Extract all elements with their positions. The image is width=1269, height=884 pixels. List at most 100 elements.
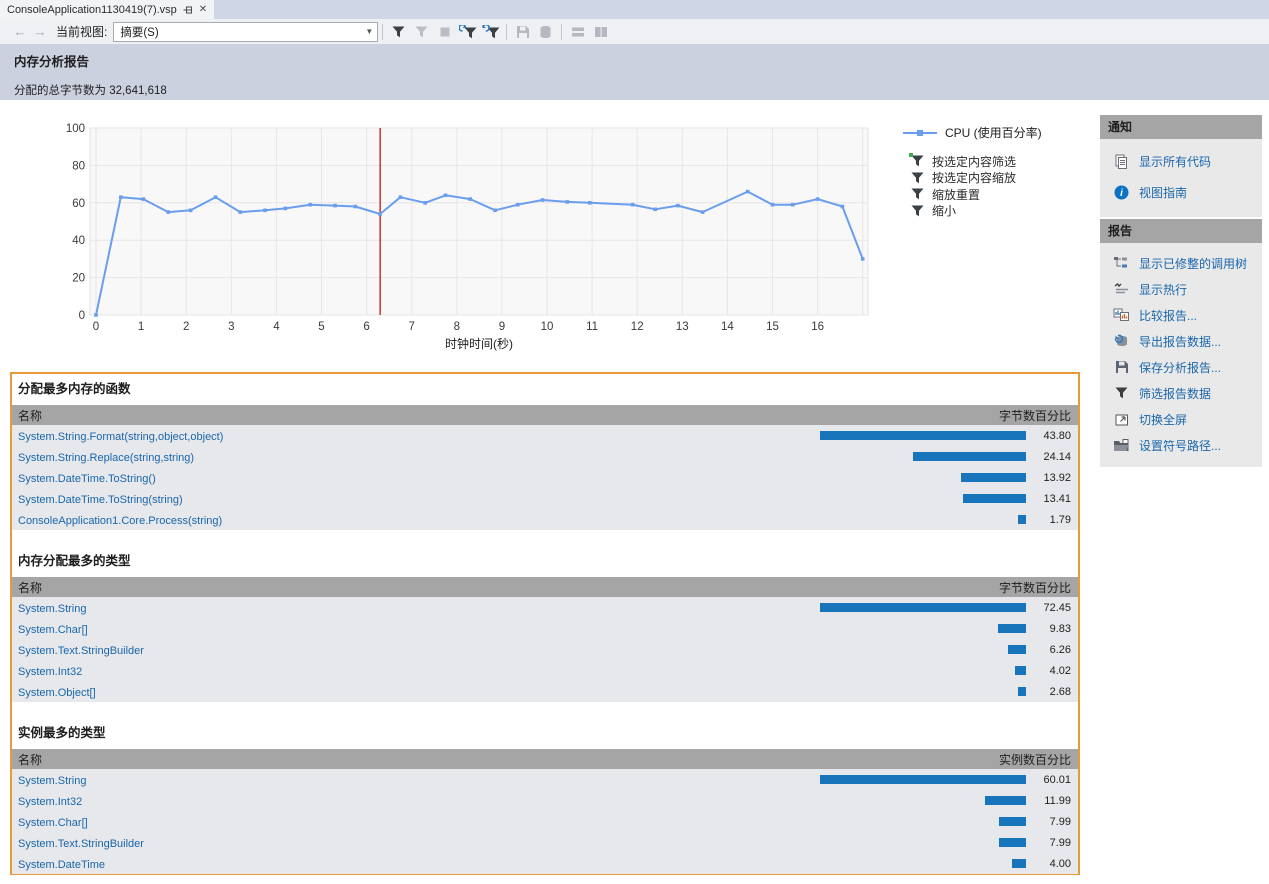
filter-funnel-icon[interactable]	[387, 21, 410, 43]
percentage-bar-cell	[816, 515, 1026, 524]
report-item[interactable]: 导出报告数据...	[1100, 328, 1262, 354]
percentage-bar-cell	[816, 645, 1026, 654]
table-row: System.Int32 4.02	[12, 660, 1078, 681]
view-select[interactable]: 摘要(S) ▼	[113, 21, 379, 42]
legend-label: CPU (使用百分率)	[945, 126, 1042, 140]
row-name-link[interactable]: System.DateTime.ToString()	[18, 472, 156, 485]
chart-control-label: 按选定内容筛选	[932, 154, 1017, 169]
panel-item-label: 比较报告...	[1139, 308, 1198, 323]
summary-table-section: 分配最多内存的函数 名称 字节数百分比 System.String.Format(st…	[12, 378, 1078, 530]
panel-item-label: 设置符号路径...	[1139, 438, 1222, 453]
notifications-item[interactable]: 显示所有代码	[1100, 146, 1262, 177]
chart-control-zoom-reset[interactable]: 缩放重置	[911, 186, 1016, 203]
row-name-link[interactable]: ConsoleApplication1.Core.Process(string)	[18, 514, 223, 527]
chart-control-label: 按选定内容缩放	[932, 171, 1017, 186]
row-name-link[interactable]: System.Char[]	[18, 816, 88, 829]
close-icon[interactable]: ✕	[198, 4, 208, 15]
panel-item-label: 视图指南	[1139, 186, 1188, 200]
row-name-link[interactable]: System.String	[18, 602, 87, 615]
table-title: 分配最多内存的函数	[18, 382, 131, 396]
svg-text:13: 13	[676, 321, 689, 333]
pin-icon[interactable]	[183, 5, 193, 15]
report-item[interactable]: 显示已修整的调用树	[1100, 250, 1262, 276]
report-panel-body: 显示已修整的调用树 显示热行比较报告... 导出报告数据... 保存分析报告... 筛选…	[1100, 243, 1262, 467]
report-item[interactable]: 显示热行	[1100, 276, 1262, 302]
percentage-bar-cell	[816, 838, 1026, 847]
chart-control-label: 缩放重置	[932, 187, 981, 202]
percentage-value: 6.26	[1049, 643, 1071, 656]
chart-controls: 按选定内容筛选 按选定内容缩放 缩放重置 缩小	[909, 153, 1017, 220]
report-header: 内存分析报告 分配的总字节数为 32,641,618	[0, 44, 1269, 100]
name-column-header[interactable]: 名称	[18, 408, 43, 423]
percentage-bar-cell	[816, 817, 1026, 826]
toolbar: ← → 当前视图: 摘要(S) ▼	[0, 19, 1269, 44]
row-name-link[interactable]: System.DateTime.ToString(string)	[18, 493, 183, 506]
panel-item-label: 保存分析报告...	[1139, 360, 1222, 375]
side-by-side-view-icon	[589, 21, 612, 43]
svg-text:10: 10	[541, 321, 554, 333]
view-select-value: 摘要(S)	[120, 26, 159, 39]
table-header-row: 名称 实例数百分比	[12, 749, 1078, 769]
back-arrow-icon[interactable]: ←	[13, 24, 27, 39]
percentage-value: 1.79	[1049, 513, 1071, 526]
svg-text:14: 14	[721, 321, 734, 333]
filter-funnel-secondary-icon	[410, 21, 433, 43]
chart-control-filter-by-selection[interactable]: 按选定内容筛选	[909, 153, 1017, 170]
percentage-bar-cell	[816, 796, 1026, 805]
percentage-value: 4.00	[1049, 857, 1071, 870]
table-header-row: 名称 字节数百分比	[12, 577, 1078, 597]
table-title: 实例最多的类型	[18, 726, 106, 740]
row-name-link[interactable]: System.DateTime	[18, 858, 106, 871]
row-name-link[interactable]: System.Object[]	[18, 686, 96, 699]
percentage-bar	[962, 494, 1026, 503]
forward-arrow-icon[interactable]: →	[33, 24, 47, 39]
row-name-link[interactable]: System.Int32	[18, 795, 83, 808]
svg-text:1: 1	[138, 321, 144, 333]
row-name-link[interactable]: System.Text.StringBuilder	[18, 644, 144, 657]
report-item[interactable]: 设置符号路径...	[1100, 432, 1262, 458]
row-name-link[interactable]: System.String.Format(string,object,objec…	[18, 430, 224, 443]
row-name-link[interactable]: System.Text.StringBuilder	[18, 837, 144, 850]
percentage-bar-cell	[816, 431, 1026, 440]
panel-item-label: 显示已修整的调用树	[1139, 256, 1248, 271]
percentage-value: 43.80	[1043, 429, 1071, 442]
table-row: System.Int32 11.99	[12, 790, 1078, 811]
cpu-usage-chart[interactable]: 0 20 40 60 80 100 0 1 2 3 4 5 6 7 8 9 10 11 12 13 14 15 16 时钟时间…	[58, 121, 878, 361]
stop-icon	[433, 21, 456, 43]
row-name-link[interactable]: System.Char[]	[18, 623, 88, 636]
panel-item-label: 显示热行	[1139, 282, 1188, 297]
svg-text:20: 20	[72, 273, 85, 285]
value-column-header[interactable]: 字节数百分比	[998, 580, 1071, 595]
document-tab[interactable]: ConsoleApplication1130419(7).vsp ✕	[0, 0, 215, 19]
toolbar-separator	[506, 23, 508, 40]
apply-filter-funnel-icon[interactable]	[456, 21, 479, 43]
percentage-bar	[960, 473, 1026, 482]
refresh-filter-funnel-icon[interactable]	[479, 21, 502, 43]
percentage-bar-cell	[816, 494, 1026, 503]
svg-text:4: 4	[273, 321, 280, 333]
chart-control-zoom-out[interactable]: 缩小	[911, 203, 1016, 220]
report-item[interactable]: 筛选报告数据	[1100, 380, 1262, 406]
notifications-item[interactable]: i 视图指南	[1100, 177, 1262, 208]
row-name-link[interactable]: System.Int32	[18, 665, 83, 678]
name-column-header[interactable]: 名称	[18, 752, 43, 767]
percentage-bar-cell	[816, 687, 1026, 696]
percentage-bar	[1008, 645, 1026, 654]
percentage-bar	[1017, 515, 1026, 524]
percentage-bar-cell	[816, 775, 1026, 784]
toolbar-separator	[382, 23, 384, 40]
name-column-header[interactable]: 名称	[18, 580, 43, 595]
row-name-link[interactable]: System.String	[18, 774, 87, 787]
notifications-panel: 通知 显示所有代码 i 视图指南	[1100, 115, 1262, 217]
symbol-path-icon	[1113, 438, 1130, 452]
percentage-bar-cell	[816, 603, 1026, 612]
percentage-bar	[820, 775, 1026, 784]
value-column-header[interactable]: 实例数百分比	[998, 752, 1071, 767]
svg-text:9: 9	[499, 321, 505, 333]
row-name-link[interactable]: System.String.Replace(string,string)	[18, 451, 195, 464]
report-item[interactable]: 保存分析报告...	[1100, 354, 1262, 380]
report-item[interactable]: 比较报告...	[1100, 302, 1262, 328]
report-item[interactable]: 切换全屏	[1100, 406, 1262, 432]
value-column-header[interactable]: 字节数百分比	[998, 408, 1071, 423]
chart-control-zoom-by-selection[interactable]: 按选定内容缩放	[911, 170, 1016, 187]
